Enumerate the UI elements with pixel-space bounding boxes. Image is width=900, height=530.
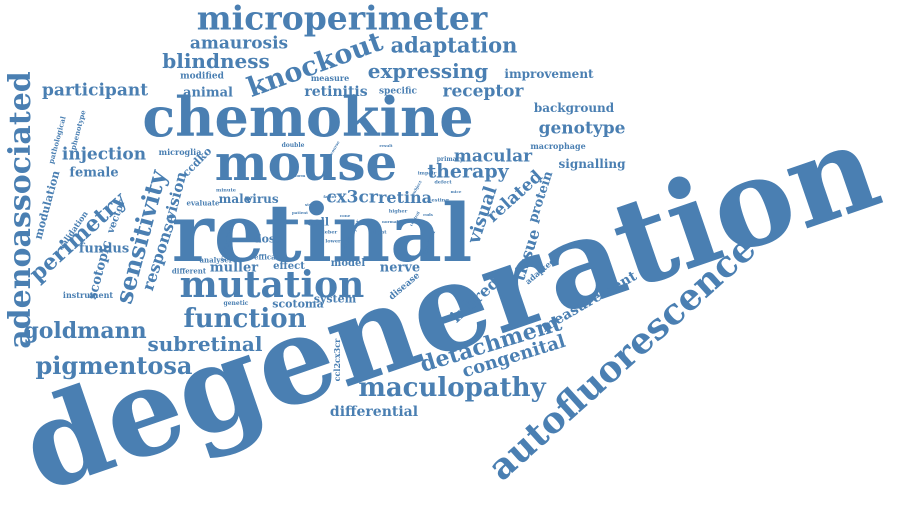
word-dose: dose <box>253 232 283 246</box>
word-form: form <box>294 173 306 178</box>
word-participant: participant <box>41 80 149 101</box>
word-genotype: genotype <box>538 118 626 139</box>
word-instrument: instrument <box>62 290 114 300</box>
word-retinal: retinal <box>171 186 473 280</box>
word-animal: animal <box>183 85 233 101</box>
word-genetic: genetic <box>223 300 249 307</box>
word-cone: cone <box>339 213 351 218</box>
word-analyser: analyser <box>199 255 233 265</box>
word-efficacy: efficacy <box>254 252 284 262</box>
word-injection: injection <box>61 144 147 165</box>
word-microperimeter: microperimeter <box>196 0 488 38</box>
word-fundus: fundus <box>78 241 130 257</box>
word-model: model <box>330 258 366 269</box>
word-macular: macular <box>453 146 533 167</box>
word-leber: leber <box>322 229 338 236</box>
word-scotoma: scotoma <box>272 297 324 311</box>
word-rods: rods <box>423 212 433 217</box>
word-signalling: signalling <box>558 157 626 171</box>
word-therapy: therapy <box>427 160 509 183</box>
word-system: system <box>313 292 357 306</box>
word-maculopathy: maculopathy <box>358 373 546 403</box>
word-patient: patient <box>291 210 309 215</box>
word-cell: cell <box>306 215 330 229</box>
word-evaluate: evaluate <box>186 198 220 208</box>
word-minute: minute <box>216 187 236 194</box>
word-differential: differential <box>329 404 419 420</box>
word-defect: defect <box>434 179 452 186</box>
word-goldmann: goldmann <box>23 318 147 344</box>
word-modified: modified <box>180 71 224 82</box>
word-retina: retina <box>377 188 433 207</box>
word-subretinal: subretinal <box>147 332 263 356</box>
word-lower: lower <box>325 238 341 245</box>
word-measure: measure <box>310 73 350 83</box>
word-blindness: blindness <box>162 49 270 73</box>
word-normal: normal <box>381 219 399 224</box>
word-factor: factor <box>323 194 337 199</box>
word-chemokine: chemokine <box>142 85 474 149</box>
word-effect: effect <box>273 261 305 272</box>
word-improvement: improvement <box>504 67 594 81</box>
word-mice: mice <box>450 189 462 194</box>
word-higher: higher <box>388 208 408 215</box>
word-female: female <box>69 165 119 181</box>
word-muller: muller <box>209 260 259 276</box>
word-function: function <box>183 304 307 334</box>
word-pigmentosa: pigmentosa <box>35 351 193 380</box>
word-light: light <box>373 229 387 236</box>
word-specific: specific <box>378 86 418 97</box>
word-mouse: mouse <box>214 133 398 192</box>
word-impair: impair <box>417 170 437 177</box>
word-retinitis: retinitis <box>304 84 368 100</box>
word-background: background <box>533 101 615 115</box>
word-double: double <box>281 142 305 149</box>
word-amaurosis: amaurosis <box>189 33 289 54</box>
word-expressing: expressing <box>367 59 489 83</box>
word-ccl2cx3cr: ccl2cx3cr <box>332 338 342 382</box>
word-nerve: nerve <box>379 260 421 276</box>
word-adenoassociated: adenoassociated <box>3 71 38 349</box>
word-virus: virus <box>245 192 279 206</box>
word-microglia: microglia <box>158 147 202 157</box>
word-adaptation: adaptation <box>390 32 518 58</box>
word-result: result <box>379 143 393 148</box>
word-testing: testing <box>429 197 449 204</box>
word-different: different <box>171 266 207 276</box>
word-cx3cr: cx3cr <box>326 187 378 208</box>
word-receptor: receptor <box>442 81 524 102</box>
word-male: male <box>218 192 252 206</box>
word-primary: primary <box>436 156 464 163</box>
word-study: study <box>304 202 318 207</box>
word-mutation: mutation <box>179 264 365 306</box>
word-macrophage: macrophage <box>530 141 586 151</box>
